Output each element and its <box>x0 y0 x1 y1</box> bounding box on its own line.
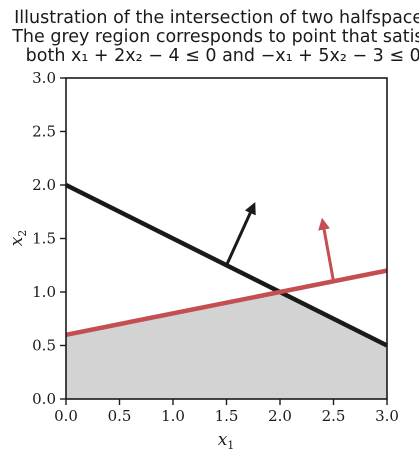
x-tick-label: 0.5 <box>108 407 132 425</box>
x-tick-label: 1.5 <box>215 407 239 425</box>
y-tick-label: 0.0 <box>32 390 56 408</box>
y-tick-label: 3.0 <box>32 69 56 87</box>
feasible-region-layer <box>66 292 387 399</box>
y-tick-label: 1.5 <box>32 230 56 248</box>
x-tick-label: 0.0 <box>54 407 78 425</box>
x-tick-label: 1.0 <box>161 407 185 425</box>
x-tick-label: 2.5 <box>322 407 346 425</box>
normal-arrows-layer <box>225 202 335 282</box>
y-tick-label: 0.5 <box>32 337 56 355</box>
axis-ticks-layer: 0.0 0.5 1.0 1.5 2.0 2.5 3.0 0.0 0.5 1.0 1.5 2.0 2.5 3… <box>32 69 399 425</box>
y-tick-label: 2.0 <box>32 176 56 194</box>
normal-arrow-2 <box>318 217 335 282</box>
chart-title-line-2: The grey region corresponds to point tha… <box>11 27 419 47</box>
x-tick-label: 2.0 <box>268 407 292 425</box>
x-axis-label: x1 <box>218 430 235 452</box>
normal-arrow-1 <box>225 202 256 266</box>
x-tick-label: 3.0 <box>375 407 399 425</box>
y-axis-label: x2 <box>7 230 29 247</box>
chart-title-line-1: Illustration of the intersection of two … <box>14 8 419 28</box>
y-tick-label: 1.0 <box>32 283 56 301</box>
feasible-region <box>66 292 387 399</box>
y-tick-label: 2.5 <box>32 123 56 141</box>
chart-title-line-3: both x₁ + 2x₂ − 4 ≤ 0 and −x₁ + 5x₂ − 3 … <box>26 46 419 66</box>
